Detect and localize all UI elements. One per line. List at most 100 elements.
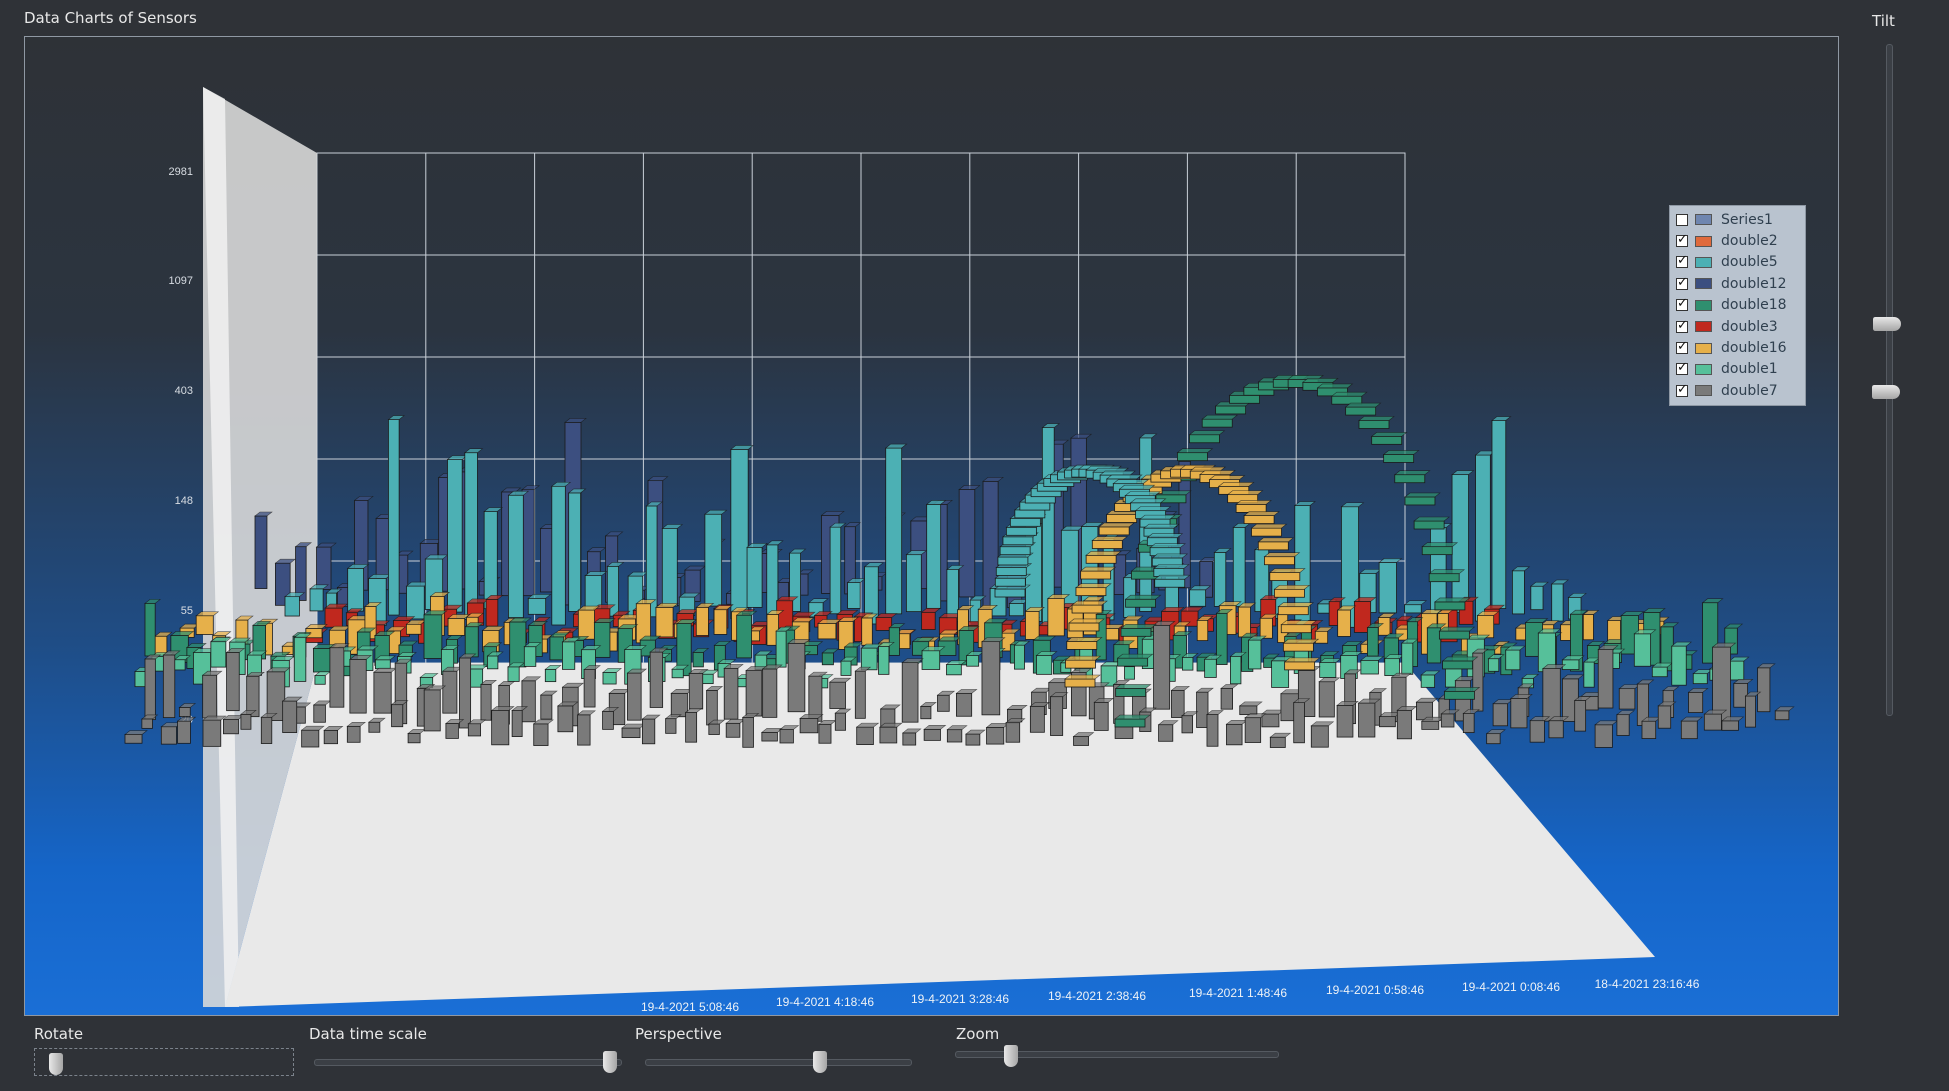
tilt-slider-thumb[interactable] xyxy=(1873,317,1901,331)
double7-bar xyxy=(688,669,709,710)
double1-bar xyxy=(1247,635,1267,670)
double7-bar xyxy=(1462,709,1480,733)
double18-bar xyxy=(692,648,710,668)
double5-bar xyxy=(1451,470,1475,613)
double7-bar xyxy=(1225,719,1248,746)
legend-item-double5[interactable]: double5 xyxy=(1670,252,1805,273)
legend-checkbox[interactable] xyxy=(1676,275,1688,290)
double7-bar xyxy=(323,726,344,745)
legend-checkbox[interactable] xyxy=(1676,318,1688,333)
perspective-slider-thumb[interactable] xyxy=(813,1051,827,1073)
rotate-slider[interactable] xyxy=(34,1048,294,1076)
double7-bar xyxy=(260,712,278,744)
legend-checkbox[interactable] xyxy=(1676,360,1688,376)
legend-item-double3[interactable]: double3 xyxy=(1670,316,1805,337)
double12-bar xyxy=(294,542,313,601)
double7-bar xyxy=(723,664,744,720)
double7-bar xyxy=(1336,701,1359,738)
double18-arch xyxy=(1393,470,1431,484)
double7-bar xyxy=(1420,716,1445,730)
double1-bar xyxy=(1181,652,1199,671)
time-scale-slider[interactable] xyxy=(314,1059,622,1066)
perspective-slider[interactable] xyxy=(645,1059,912,1066)
double5-bar xyxy=(1378,558,1403,614)
3d-chart[interactable]: 29811097403148552019-4-2021 5:08:4619-4-… xyxy=(25,37,1840,1017)
legend-item-double18[interactable]: double18 xyxy=(1670,295,1805,316)
double18-arch xyxy=(1434,597,1471,611)
double16-bar xyxy=(1046,594,1071,637)
tilt-slider-thumb-secondary[interactable] xyxy=(1872,385,1900,399)
double18-bar xyxy=(821,648,840,666)
legend-item-double2[interactable]: double2 xyxy=(1670,230,1805,251)
double7-bar xyxy=(1049,692,1069,736)
double12-bar xyxy=(982,477,1004,609)
double7-bar xyxy=(955,689,978,717)
double7-bar xyxy=(281,696,303,733)
double18-bar xyxy=(423,610,448,659)
double5-bar xyxy=(550,481,572,626)
double5-bar xyxy=(346,564,370,612)
legend-item-double12[interactable]: double12 xyxy=(1670,273,1805,294)
double18-arch xyxy=(1114,684,1152,697)
double5-bar xyxy=(1511,566,1531,615)
chart-area[interactable]: 29811097403148552019-4-2021 5:08:4619-4-… xyxy=(24,36,1839,1016)
legend-checkbox[interactable] xyxy=(1676,382,1688,397)
double1-bar xyxy=(1229,652,1247,685)
double7-bar xyxy=(828,677,852,709)
double7-bar xyxy=(664,714,682,734)
legend-checkbox[interactable] xyxy=(1676,296,1688,312)
double16-arch xyxy=(1283,657,1321,671)
double5-bar xyxy=(661,524,684,607)
double3-bar xyxy=(324,603,349,628)
double1-bar xyxy=(754,650,773,670)
double7-bar xyxy=(1492,699,1514,727)
double5-bar xyxy=(788,548,807,612)
double16-arch xyxy=(1235,500,1272,513)
double5-bar xyxy=(507,490,530,618)
x-tick-label: 18-4-2021 23:16:46 xyxy=(1595,977,1700,991)
legend-swatch xyxy=(1695,321,1712,333)
legend-checkbox[interactable] xyxy=(1676,232,1688,248)
double7-bar xyxy=(349,655,373,714)
double7-bar xyxy=(1657,701,1677,729)
x-tick-label: 19-4-2021 0:08:46 xyxy=(1462,980,1560,994)
double5-bar xyxy=(746,543,768,608)
double7-bar xyxy=(576,710,596,746)
double12-bar xyxy=(254,511,273,589)
double5-arch xyxy=(1153,574,1191,588)
legend-item-series1[interactable]: Series1 xyxy=(1670,209,1805,230)
legend-item-double1[interactable]: double1 xyxy=(1670,359,1805,380)
floor xyxy=(225,663,1655,1007)
legend-item-double16[interactable]: double16 xyxy=(1670,337,1805,358)
double7-bar xyxy=(799,714,824,734)
legend-checkbox[interactable] xyxy=(1676,339,1688,355)
double7-bar xyxy=(707,719,726,735)
legend-checkbox[interactable] xyxy=(1676,253,1688,269)
double7-bar xyxy=(854,666,872,719)
double7-bar xyxy=(1292,698,1311,744)
double7-bar xyxy=(981,637,1006,716)
double1-bar xyxy=(1670,641,1693,686)
double7-bar xyxy=(162,650,181,719)
double7-bar xyxy=(761,664,783,718)
legend-item-double7[interactable]: double7 xyxy=(1670,380,1805,401)
double7-bar xyxy=(124,730,148,744)
rotate-slider-thumb[interactable] xyxy=(49,1053,63,1075)
time-scale-slider-thumb[interactable] xyxy=(603,1051,617,1073)
double18-arch xyxy=(1441,656,1479,670)
double5-bar xyxy=(829,522,847,615)
double7-bar xyxy=(202,715,227,747)
zoom-slider-thumb[interactable] xyxy=(1004,1045,1018,1067)
double18-arch xyxy=(1404,492,1441,506)
legend-checkbox[interactable] xyxy=(1676,213,1688,226)
tilt-slider-track[interactable] xyxy=(1886,44,1893,716)
zoom-slider[interactable] xyxy=(955,1051,1279,1058)
double7-bar xyxy=(1005,718,1026,743)
double1-bar xyxy=(877,642,895,675)
double7-bar xyxy=(1573,696,1592,732)
double7-bar xyxy=(176,716,197,744)
double7-bar xyxy=(1318,677,1341,718)
double7-bar xyxy=(458,653,477,729)
double7-bar xyxy=(245,671,265,718)
double7-bar xyxy=(919,702,937,720)
